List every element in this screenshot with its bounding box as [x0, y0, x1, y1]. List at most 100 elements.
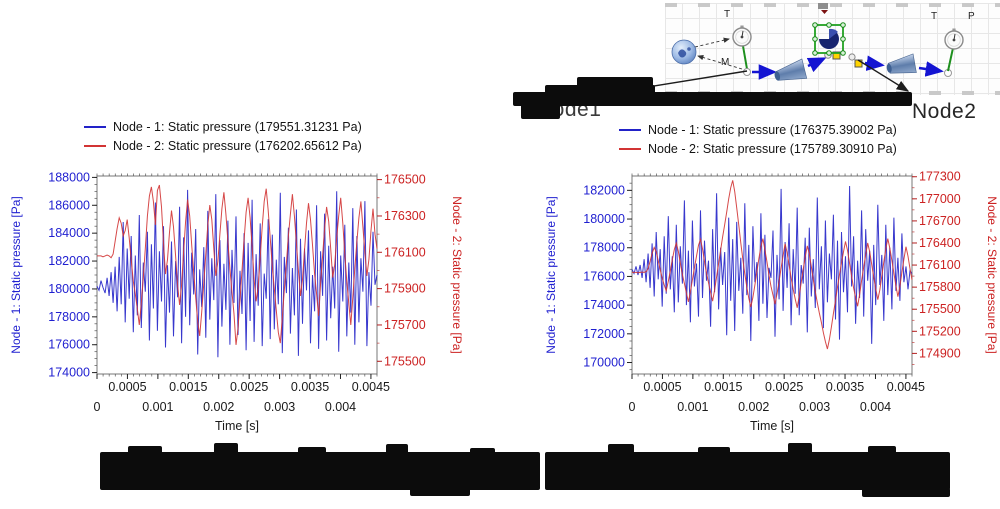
sensor-link-dashed [697, 54, 743, 70]
y-tick-label: 175700 [384, 318, 426, 332]
y-tick-label: 176700 [919, 214, 961, 228]
y-tick-label: 172000 [583, 327, 625, 341]
y-tick-label: 174000 [583, 298, 625, 312]
legend-swatch-blue [84, 125, 106, 128]
port-connector [848, 53, 856, 61]
y-right-axis-title: Node - 2: Static pressure [Pa] [450, 196, 464, 353]
y-tick-label: 174000 [48, 366, 90, 380]
y-tick-label: 176100 [384, 245, 426, 259]
y-tick-label: 170000 [583, 356, 625, 370]
grid-block [818, 3, 828, 9]
redaction-fragment [128, 446, 162, 456]
y-tick-label: 186000 [48, 198, 90, 212]
x-tick-label: 0 [629, 400, 636, 414]
x-tick-label: 0.003 [264, 400, 295, 414]
y-tick-label: 176500 [384, 173, 426, 187]
legend-label: Node - 1: Static pressure (176375.39002 … [648, 122, 897, 137]
y-tick-label: 180000 [583, 212, 625, 226]
y-tick-label: 188000 [48, 170, 90, 184]
diagram-border-top [665, 3, 1000, 7]
y-tick-label: 182000 [583, 183, 625, 197]
legend-label: Node - 1: Static pressure (179551.31231 … [113, 119, 362, 134]
y-tick-label: 184000 [48, 226, 90, 240]
series-line-1 [632, 180, 913, 350]
y-tick-label: 175500 [384, 354, 426, 368]
y-tick-label: 178000 [48, 310, 90, 324]
y-right-axis-title: Node - 2: Static pressure [Pa] [985, 196, 999, 353]
legend-right-chart: Node - 1: Static pressure (176375.39002 … [619, 120, 897, 158]
redaction-fragment [214, 443, 238, 456]
gauge-icon [944, 28, 964, 72]
redaction-bar [513, 92, 912, 106]
y-tick-label: 177000 [919, 192, 961, 206]
y-tick-label: 177300 [919, 170, 961, 184]
legend-swatch-blue [619, 128, 641, 131]
source-sphere-icon [671, 39, 697, 65]
legend-label: Node - 2: Static pressure (175789.30910 … [648, 141, 897, 156]
pressure-sensor-label: P [968, 11, 975, 22]
y-tick-label: 182000 [48, 254, 90, 268]
x-tick-label: 0.004 [860, 400, 891, 414]
redacted-caption-b [545, 452, 950, 490]
x-tick-label: 0.003 [799, 400, 830, 414]
y-tick-label: 176000 [48, 338, 90, 352]
temp-sensor-label: T [724, 9, 730, 20]
redaction-fragment [788, 443, 812, 456]
redaction-fragment [470, 448, 495, 456]
x-axis-title: Time [s] [215, 419, 259, 433]
legend-swatch-red [84, 144, 106, 147]
schematic-diagram: T M T P [665, 3, 1000, 95]
legend-swatch-red [619, 147, 641, 150]
legend-left-chart: Node - 1: Static pressure (179551.31231 … [84, 117, 362, 155]
sensor-link-dashed [694, 37, 730, 48]
redaction-bar [521, 92, 560, 119]
x-tick-label: 0.001 [142, 400, 173, 414]
node-connector [743, 68, 751, 76]
junction-icon [832, 51, 841, 60]
flow-arrow [806, 57, 827, 73]
plot-frame [631, 175, 913, 375]
redaction-fragment [386, 444, 408, 456]
y-tick-label: 176400 [919, 236, 961, 250]
x-tick-label: 0.004 [325, 400, 356, 414]
x-tick-label: 0.0045 [352, 380, 390, 394]
redaction-fragment [410, 488, 470, 496]
y-tick-label: 175800 [919, 280, 961, 294]
x-tick-label: 0.0035 [291, 380, 329, 394]
legend-item: Node - 1: Static pressure (176375.39002 … [619, 120, 897, 139]
y-tick-label: 176100 [919, 258, 961, 272]
redaction-fragment [862, 488, 950, 497]
y-left-axis-title: Node - 1: Static pressure [Pa] [9, 196, 23, 353]
flow-arrow [864, 55, 885, 71]
x-tick-label: 0.0025 [230, 380, 268, 394]
y-tick-label: 175900 [384, 282, 426, 296]
x-tick-label: 0.0015 [169, 380, 207, 394]
redaction-fragment [298, 447, 326, 456]
legend-label: Node - 2: Static pressure (176202.65612 … [113, 138, 362, 153]
y-tick-label: 180000 [48, 282, 90, 296]
x-tick-label: 0.002 [203, 400, 234, 414]
x-axis-title: Time [s] [750, 419, 794, 433]
y-tick-label: 174900 [919, 346, 961, 360]
redaction-fragment [868, 446, 896, 456]
redaction-fragment [698, 447, 730, 456]
y-tick-label: 176300 [384, 209, 426, 223]
pipe-icon [774, 58, 808, 81]
x-tick-label: 0.002 [738, 400, 769, 414]
y-tick-label: 176000 [583, 269, 625, 283]
series-line-0 [631, 185, 913, 344]
mass-sensor-label: M [721, 57, 729, 68]
legend-item: Node - 2: Static pressure (175789.30910 … [619, 139, 897, 158]
node2-label: Node2 [912, 100, 977, 123]
redacted-caption-a [100, 452, 540, 490]
pressure-chart-node1-node2-right: 0.0005 0.0015 0.0025 0.0035 0.0045 0 0.001 0.00… [544, 170, 999, 433]
x-tick-label: 0.001 [677, 400, 708, 414]
flow-arrow [918, 61, 944, 77]
red-marker-icon [821, 10, 828, 14]
temp-sensor-label-2: T [931, 11, 937, 22]
x-tick-label: 0.0005 [108, 380, 146, 394]
redaction-fragment [608, 444, 634, 456]
legend-item: Node - 1: Static pressure (179551.31231 … [84, 117, 362, 136]
diagram-graphics: T M T P [671, 3, 975, 81]
